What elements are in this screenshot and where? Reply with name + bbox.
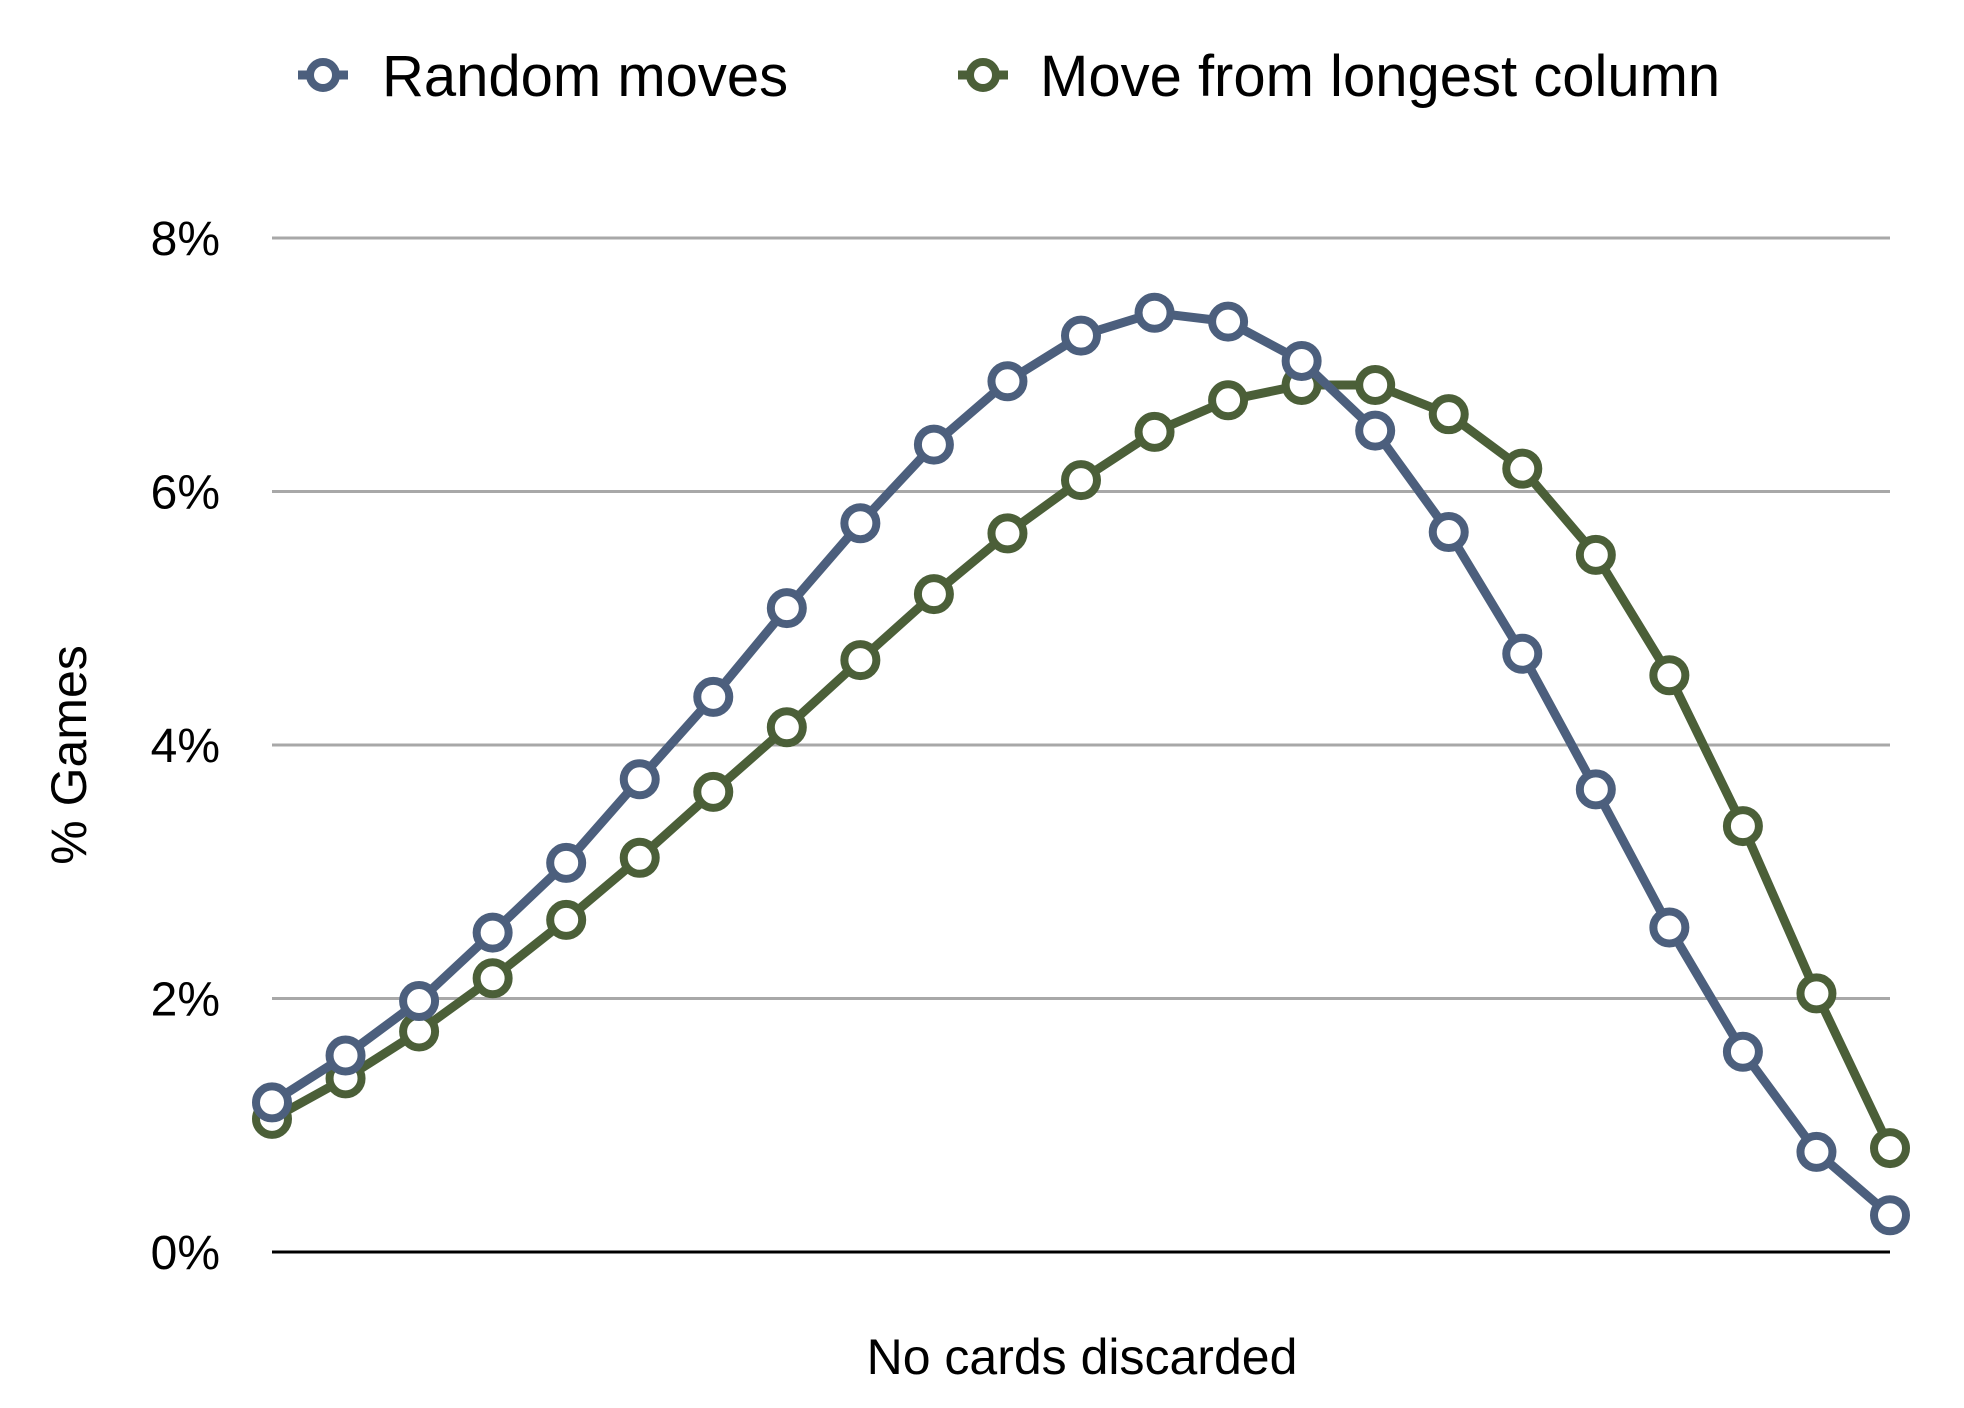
data-point-move-from-longest-column — [1796, 973, 1837, 1014]
series-line-random-moves — [267, 308, 1895, 1220]
data-point-move-from-longest-column — [913, 574, 954, 615]
data-point-random-moves — [1134, 292, 1175, 333]
y-axis-ticks: 0% 2% 4% 6% 8% — [151, 213, 220, 1280]
data-point-random-moves — [766, 588, 807, 629]
data-point-move-from-longest-column — [1061, 460, 1101, 501]
data-point-move-from-longest-column — [766, 707, 807, 748]
data-point-move-from-longest-column — [1428, 394, 1469, 435]
data-point-random-moves — [472, 912, 513, 953]
data-point-random-moves — [1355, 410, 1396, 451]
data-point-random-moves — [1281, 340, 1322, 381]
data-point-random-moves — [1061, 315, 1101, 356]
data-point-random-moves — [1870, 1195, 1910, 1236]
data-point-move-from-longest-column — [1649, 655, 1690, 696]
data-point-random-moves — [1502, 633, 1543, 674]
legend-marker-move-from-longest-column — [966, 58, 1000, 92]
data-point-move-from-longest-column — [546, 899, 587, 940]
data-point-move-from-longest-column — [987, 513, 1028, 554]
data-point-move-from-longest-column — [619, 837, 660, 878]
y-axis-title: % Games — [41, 645, 97, 865]
series-layer — [252, 292, 1910, 1236]
series-move-from-longest-column — [252, 365, 1910, 1169]
data-point-random-moves — [546, 842, 587, 883]
legend-item-move-from-longest-column: Move from longest column — [958, 44, 1720, 109]
data-point-random-moves — [1796, 1131, 1837, 1172]
legend: Random moves Move from longest column — [298, 44, 1720, 109]
legend-label-random-moves: Random moves — [382, 44, 788, 109]
data-point-random-moves — [913, 424, 954, 465]
data-point-move-from-longest-column — [1502, 448, 1543, 489]
data-point-random-moves — [693, 676, 734, 717]
data-point-move-from-longest-column — [472, 958, 513, 999]
data-point-random-moves — [987, 361, 1028, 402]
data-point-move-from-longest-column — [1575, 534, 1616, 575]
data-point-random-moves — [325, 1035, 366, 1076]
data-point-random-moves — [619, 759, 660, 800]
y-tick-label: 0% — [151, 1227, 220, 1280]
data-point-move-from-longest-column — [693, 771, 734, 812]
y-tick-label: 6% — [151, 467, 220, 520]
data-point-random-moves — [1428, 512, 1469, 553]
series-random-moves — [252, 292, 1910, 1236]
data-point-random-moves — [399, 981, 440, 1022]
data-point-random-moves — [1575, 769, 1616, 810]
data-point-move-from-longest-column — [1134, 411, 1175, 452]
x-axis-title: No cards discarded — [867, 1329, 1298, 1385]
data-point-move-from-longest-column — [840, 640, 881, 681]
legend-marker-random-moves — [306, 58, 340, 92]
y-tick-label: 8% — [151, 213, 220, 266]
data-point-random-moves — [1722, 1031, 1763, 1072]
data-point-random-moves — [252, 1082, 292, 1123]
data-point-random-moves — [840, 503, 881, 544]
y-tick-label: 4% — [151, 720, 220, 773]
data-point-random-moves — [1649, 907, 1690, 948]
y-tick-label: 2% — [151, 974, 220, 1027]
data-point-move-from-longest-column — [1722, 806, 1763, 847]
legend-item-random-moves: Random moves — [298, 44, 788, 109]
legend-label-move-from-longest-column: Move from longest column — [1040, 44, 1720, 109]
data-point-move-from-longest-column — [1355, 365, 1396, 406]
data-point-random-moves — [1208, 301, 1249, 342]
data-point-move-from-longest-column — [1870, 1128, 1910, 1169]
data-point-move-from-longest-column — [1208, 380, 1249, 421]
